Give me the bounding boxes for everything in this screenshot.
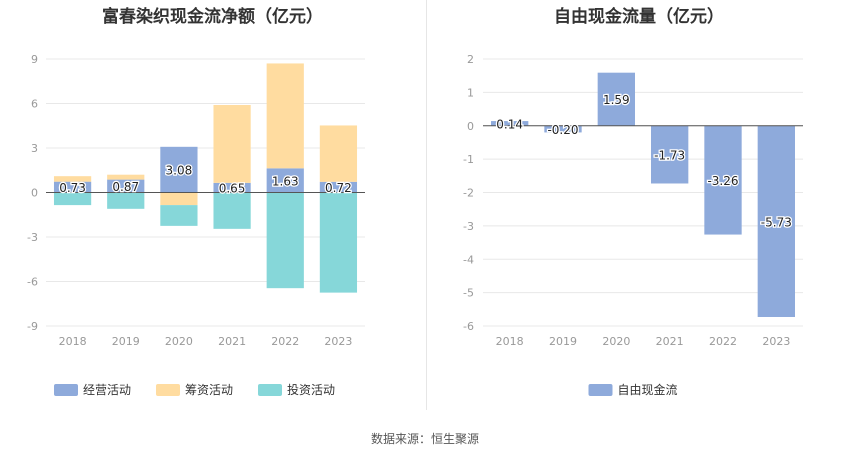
- y-tick-label: -1: [463, 153, 474, 166]
- x-tick-label: 2022: [709, 335, 737, 348]
- data-label-2020: 1.59: [603, 93, 630, 107]
- legend-label: 投资活动: [287, 382, 335, 397]
- y-tick-label: 6: [31, 98, 38, 111]
- bar-2018-series-0: [53, 181, 92, 193]
- x-tick-label: 2019: [112, 335, 140, 348]
- data-source-note: 数据来源：恒生聚源: [370, 432, 479, 446]
- y-tick-label: -9: [27, 320, 38, 333]
- x-tick-label: 2020: [602, 335, 630, 348]
- data-label-2021: -1.73: [654, 149, 685, 163]
- bar-2018-series-2: [53, 192, 92, 206]
- legend-label: 自由现金流: [618, 382, 678, 397]
- x-tick-label: 2023: [324, 335, 352, 348]
- legend-swatch: [54, 384, 78, 396]
- y-tick-label: -5: [463, 287, 474, 300]
- cashflow-chart-panel: 富春染织现金流净额（亿元） 9 6 3 0 -3 -6 -9 2018 2019 2020 2021…: [0, 0, 425, 410]
- legend-swatch: [258, 384, 282, 396]
- y-tick-label: -6: [27, 276, 38, 289]
- bar-2020-series-1: [160, 192, 198, 206]
- bar-2021-series-1: [213, 104, 251, 183]
- legend-swatch: [588, 384, 613, 396]
- legend-swatch: [156, 384, 180, 396]
- bar-2018-series-1: [53, 176, 92, 182]
- data-label-2022: 1.63: [272, 174, 299, 188]
- y-tick-label: 3: [31, 142, 38, 155]
- y-tick-label: -4: [463, 253, 474, 266]
- data-label-2021: 0.65: [219, 182, 246, 196]
- y-tick-label: -3: [463, 220, 474, 233]
- fcf-chart-panel: 自由现金流量（亿元） 2 1 0 -1 -2 -3 -4 -5 -6 2018 2019 2020 20…: [428, 0, 850, 410]
- data-label-2023: 0.72: [325, 181, 352, 195]
- x-tick-label: 2021: [656, 335, 684, 348]
- bar-2023-series-1: [319, 125, 358, 182]
- fcf-chart-title: 自由现金流量（亿元）: [554, 7, 724, 27]
- y-tick-label: -6: [463, 320, 474, 333]
- bar-2022-series-0: [704, 125, 742, 235]
- y-tick-label: -3: [27, 231, 38, 244]
- bar-2020-series-0: [160, 146, 198, 193]
- x-tick-label: 2022: [271, 335, 299, 348]
- bar-2019-series-2: [107, 192, 145, 209]
- bar-2019-series-1: [107, 174, 145, 180]
- y-tick-label: 0: [31, 187, 38, 200]
- cashflow-chart-svg: 9 6 3 0 -3 -6 -9 2018 2019 2020 2021 2022 2023 0.73 0.…: [27, 53, 365, 397]
- panel-divider: [426, 0, 427, 410]
- data-label-2018: 0.14: [496, 117, 523, 131]
- bar-2023-series-0: [757, 125, 795, 317]
- x-tick-label: 2019: [549, 335, 577, 348]
- x-tick-label: 2020: [165, 335, 193, 348]
- y-tick-label: 1: [467, 86, 474, 99]
- legend-label: 经营活动: [83, 383, 131, 397]
- data-label-2019: -0.20: [547, 123, 578, 137]
- bar-2021-series-2: [213, 192, 251, 229]
- y-tick-label: -2: [463, 187, 474, 200]
- bar-2019-series-0: [107, 179, 145, 193]
- data-label-2020: 3.08: [166, 164, 193, 178]
- bar-2020-series-0: [597, 72, 635, 126]
- bar-2021-series-0: [651, 125, 689, 184]
- bar-2022-series-1: [266, 63, 304, 169]
- data-label-2022: -3.26: [707, 174, 738, 188]
- bar-2022-series-2: [266, 192, 304, 289]
- bar-2020-series-2: [160, 205, 198, 226]
- bar-2023-series-2: [319, 192, 358, 293]
- y-tick-label: 2: [467, 53, 474, 66]
- bar-2018-series-0: [491, 121, 529, 126]
- bar-2019-series-0: [544, 125, 582, 133]
- cashflow-chart-title: 富春染织现金流净额（亿元）: [102, 7, 323, 27]
- x-tick-label: 2021: [218, 335, 246, 348]
- bar-2022-series-0: [266, 168, 304, 193]
- bar-2021-series-0: [213, 182, 251, 193]
- data-label-2019: 0.87: [112, 180, 139, 194]
- x-tick-label: 2018: [59, 335, 87, 348]
- data-label-2023: -5.73: [761, 215, 792, 229]
- data-label-2018: 0.73: [59, 181, 86, 195]
- fcf-chart-svg: 2 1 0 -1 -2 -3 -4 -5 -6 2018 2019 2020 2021 2022 2023 0…: [463, 53, 803, 397]
- x-tick-label: 2023: [762, 335, 790, 348]
- legend-label: 筹资活动: [185, 383, 233, 397]
- bar-2023-series-0: [319, 181, 358, 193]
- x-tick-label: 2018: [496, 335, 524, 348]
- y-tick-label: 0: [467, 120, 474, 133]
- y-tick-label: 9: [31, 53, 38, 66]
